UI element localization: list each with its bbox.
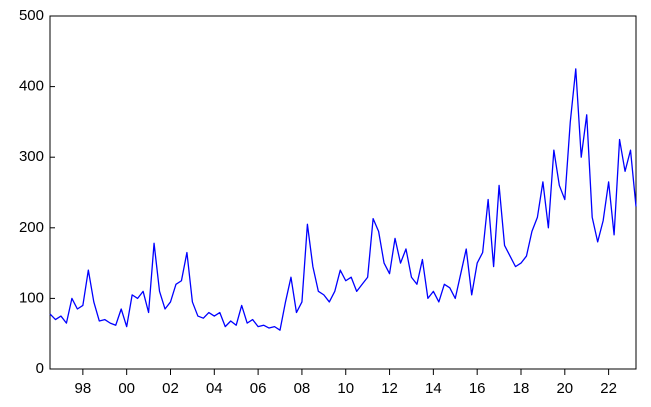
x-tick-label: 12 [381,380,398,397]
x-tick-label: 16 [469,380,486,397]
plot-frame [49,15,637,370]
x-tick-label: 14 [425,380,442,397]
y-tick-label: 400 [19,78,44,95]
x-tick-label: 02 [162,380,179,397]
x-tick-label: 08 [294,380,311,397]
y-tick-label: 300 [19,148,44,165]
y-tick-label: 100 [19,289,44,306]
x-tick-label: 06 [250,380,267,397]
x-tick-label: 00 [118,380,135,397]
x-tick-label: 22 [600,380,617,397]
x-tick-label: 10 [337,380,354,397]
y-tick-label: 200 [19,219,44,236]
data-line [49,68,637,331]
x-tick-label: 18 [513,380,530,397]
y-tick-label: 500 [19,7,44,24]
x-tick-label: 04 [206,380,223,397]
x-tick-label: 98 [75,380,92,397]
y-tick-label: 0 [36,360,44,377]
x-tick-label: 20 [556,380,573,397]
